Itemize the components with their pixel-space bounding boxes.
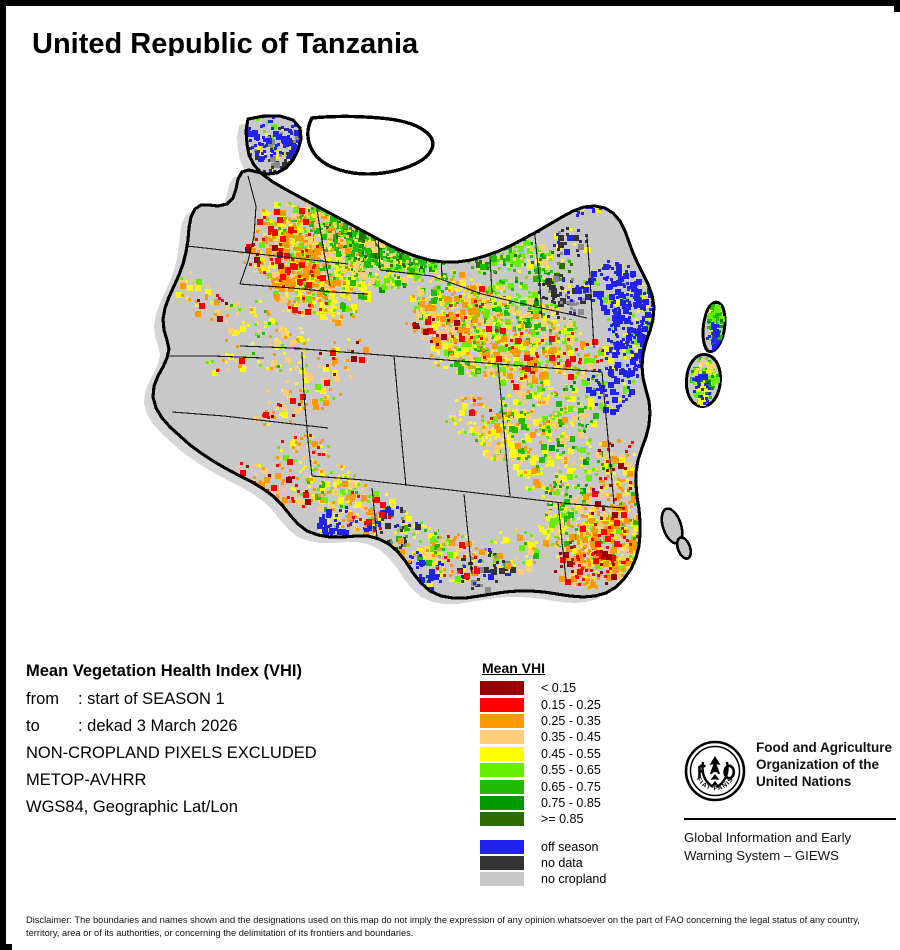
legend-swatch xyxy=(480,872,524,887)
disclaimer-text: Disclaimer: The boundaries and names sho… xyxy=(26,915,860,938)
legend-swatch xyxy=(480,812,524,827)
admin-boundary-line xyxy=(379,269,588,319)
legend-class-row: 0.15 - 0.25 xyxy=(480,696,660,712)
legend-special-list: off season no data no cropland xyxy=(480,839,660,888)
legend-swatch xyxy=(480,746,524,761)
legend-label: 0.55 - 0.65 xyxy=(541,763,601,778)
info-projection: WGS84, Geographic Lat/Lon xyxy=(26,798,238,816)
legend-special-row: no data xyxy=(480,855,660,871)
page-content: United Republic of Tanzania xyxy=(12,12,900,950)
admin-boundary-line xyxy=(497,363,511,497)
lake-victoria-outline xyxy=(306,114,435,176)
legend-swatch xyxy=(480,795,524,810)
admin-boundary-line xyxy=(239,283,369,295)
legend-label: 0.15 - 0.25 xyxy=(541,697,601,712)
vhi-pixel-group xyxy=(691,357,720,405)
fao-divider xyxy=(684,818,896,820)
legend-swatch xyxy=(480,839,524,854)
admin-boundary-line xyxy=(162,355,265,359)
fao-logo-icon: FIAT PANIS xyxy=(684,740,746,807)
map-container[interactable] xyxy=(12,56,900,656)
legend-label: >= 0.85 xyxy=(541,812,584,827)
legend-class-row: 0.55 - 0.65 xyxy=(480,762,660,778)
legend-swatch xyxy=(480,681,524,696)
legend-class-row: >= 0.85 xyxy=(480,811,660,827)
giews-line-2: Warning System – GIEWS xyxy=(684,848,839,863)
legend-swatch xyxy=(480,730,524,745)
info-exclusion-note: NON-CROPLAND PIXELS EXCLUDED xyxy=(26,744,317,762)
legend-label: 0.75 - 0.85 xyxy=(541,795,601,810)
info-heading: Mean Vegetation Health Index (VHI) xyxy=(26,662,302,680)
legend-swatch xyxy=(480,763,524,778)
info-to-value: : dekad 3 March 2026 xyxy=(78,717,238,735)
legend-class-row: 0.35 - 0.45 xyxy=(480,729,660,745)
admin-boundary-line xyxy=(601,371,615,505)
info-from-label: from xyxy=(26,690,59,708)
admin-boundary-line xyxy=(239,175,257,285)
fao-org-line-3: United Nations xyxy=(756,774,852,789)
admin-boundary-line xyxy=(463,493,473,575)
admin-boundary-line xyxy=(557,501,567,581)
fao-organization-name: Food and Agriculture Organization of the… xyxy=(756,739,892,790)
info-from-value: : start of SEASON 1 xyxy=(78,690,225,708)
legend-label: 0.35 - 0.45 xyxy=(541,730,601,745)
island-pemba xyxy=(701,300,727,354)
fao-org-line-2: Organization of the xyxy=(756,757,879,772)
legend-spacer xyxy=(480,828,660,839)
vhi-pixel-group xyxy=(230,142,654,578)
island-mafia xyxy=(660,507,693,560)
legend-class-list: < 0.15 0.15 - 0.25 0.25 - 0.35 0.35 - 0.45 0… xyxy=(480,680,660,828)
admin-boundary-line xyxy=(586,235,595,349)
admin-boundary-line xyxy=(393,355,407,487)
legend-label: < 0.15 xyxy=(541,681,577,696)
legend-class-row: 0.25 - 0.35 xyxy=(480,713,660,729)
fao-emblem-icon: FIAT PANIS xyxy=(684,740,746,802)
legend-label: off season xyxy=(541,839,599,854)
national-boundary xyxy=(151,114,656,600)
legend-label: 0.65 - 0.75 xyxy=(541,779,601,794)
legend-swatch xyxy=(480,779,524,794)
legend-swatch xyxy=(480,697,524,712)
legend-label: 0.25 - 0.35 xyxy=(541,713,601,728)
info-from-row: from : start of SEASON 1 xyxy=(26,686,456,713)
admin-boundary-line xyxy=(311,475,625,509)
admin-boundary-line xyxy=(301,351,313,477)
island-zanzibar xyxy=(684,352,722,408)
legend-label: 0.45 - 0.55 xyxy=(541,746,601,761)
vhi-pixel-group xyxy=(180,206,654,589)
legend-class-row: 0.65 - 0.75 xyxy=(480,778,660,794)
legend-class-row: 0.45 - 0.55 xyxy=(480,746,660,762)
info-sensor: METOP-AVHRR xyxy=(26,771,147,789)
vhi-pixel-group xyxy=(197,244,632,585)
legend-swatch xyxy=(480,713,524,728)
fao-org-line-1: Food and Agriculture xyxy=(756,740,892,755)
fao-logo-row: FIAT PANIS Food and Agriculture Organiza… xyxy=(684,739,896,807)
vhi-pixel-group xyxy=(692,374,711,405)
legend-special-row: off season xyxy=(480,839,660,855)
legend-label: no data xyxy=(541,856,583,871)
admin-boundary-line xyxy=(171,411,329,429)
legend-class-row: 0.75 - 0.85 xyxy=(480,795,660,811)
giews-line-1: Global Information and Early xyxy=(684,830,852,845)
page-title: United Republic of Tanzania xyxy=(32,28,419,60)
legend-class-row: < 0.15 xyxy=(480,680,660,696)
info-to-label: to xyxy=(26,717,40,735)
legend-swatch xyxy=(480,856,524,871)
giews-name: Global Information and Early Warning Sys… xyxy=(684,829,896,865)
info-to-row: to : dekad 3 March 2026 xyxy=(26,713,456,740)
legend-title: Mean VHI xyxy=(482,660,546,676)
legend-label: no cropland xyxy=(541,872,607,887)
admin-boundary-line xyxy=(239,345,603,373)
tanzania-vhi-map[interactable] xyxy=(12,56,900,656)
fao-branding: FIAT PANIS Food and Agriculture Organiza… xyxy=(684,739,896,865)
vhi-pixel-group xyxy=(706,322,722,351)
legend-special-row: no cropland xyxy=(480,871,660,887)
map-legend: Mean VHI < 0.15 0.15 - 0.25 0.25 - 0.35 0.3… xyxy=(480,660,660,888)
admin-boundary-line xyxy=(186,245,349,265)
mafia-island-shape xyxy=(675,536,693,560)
map-info-block: Mean Vegetation Health Index (VHI) from:… xyxy=(26,657,456,821)
